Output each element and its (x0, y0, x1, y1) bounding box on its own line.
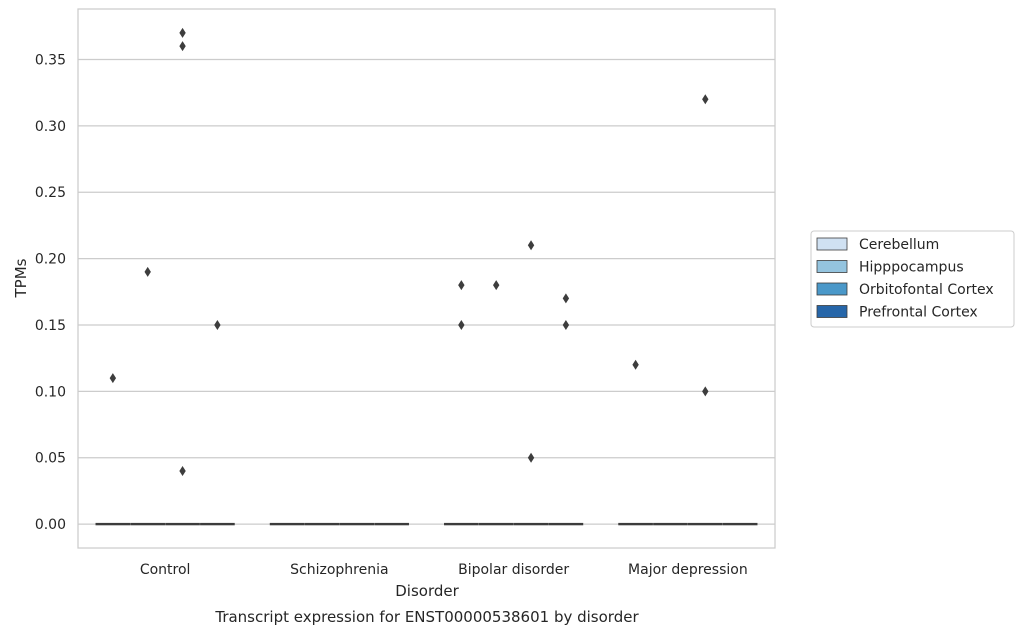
outliers (109, 27, 709, 476)
legend-swatch (816, 237, 848, 251)
x-tick-label: Control (140, 562, 191, 578)
outlier-point (527, 452, 535, 463)
y-tick-label: 0.00 (35, 517, 66, 533)
outlier-point (702, 94, 709, 105)
legend-swatch (816, 260, 848, 273)
y-tick-label: 0.10 (35, 384, 66, 400)
gridlines (78, 58, 775, 525)
legend-label: Hipppocampus (859, 260, 964, 276)
x-tick-label: Bipolar disorder (458, 562, 569, 578)
outlier-point (562, 293, 570, 304)
legend-label: Orbitofontal Cortex (859, 282, 994, 298)
y-ticks: 0.00 0.05 0.10 0.15 0.20 0.25 0.30 0.35 (35, 52, 66, 533)
legend-swatch (816, 282, 848, 296)
y-tick-label: 0.15 (35, 318, 66, 334)
y-tick-label: 0.25 (35, 185, 66, 201)
outlier-point (144, 266, 151, 277)
outlier-point (214, 319, 221, 330)
outlier-point (179, 41, 186, 52)
x-axis-label: Disorder (395, 582, 459, 600)
outlier-point (458, 280, 465, 291)
legend-frame (810, 230, 1015, 328)
y-tick-label: 0.05 (35, 451, 66, 467)
y-tick-label: 0.35 (35, 52, 66, 68)
y-tick-label: 0.20 (35, 252, 66, 268)
outlier-point (562, 319, 570, 330)
outlier-point (527, 240, 535, 251)
legend-label: Cerebellum (859, 237, 939, 253)
x-tick-label: Major depression (628, 562, 748, 578)
legend: Cerebellum Hipppocampus Orbitofontal Corte… (810, 230, 1015, 328)
outlier-point (179, 466, 186, 476)
x-tick-label: Schizophrenia (290, 562, 388, 578)
y-axis-label: TPMs (12, 258, 30, 298)
chart-caption: Transcript expression for ENST0000053860… (214, 608, 639, 626)
plot-frame (77, 8, 776, 549)
outlier-point (493, 280, 500, 291)
legend-label: Prefrontal Cortex (859, 305, 978, 321)
outlier-point (702, 386, 709, 397)
outlier-point (458, 319, 465, 330)
outlier-point (632, 359, 639, 370)
x-ticks: Control Schizophrenia Bipolar disorder Majo… (140, 562, 748, 578)
boxes (95, 522, 758, 526)
outlier-point (179, 27, 186, 38)
y-tick-label: 0.30 (35, 119, 66, 135)
legend-swatch (816, 305, 848, 318)
outlier-point (109, 373, 117, 384)
